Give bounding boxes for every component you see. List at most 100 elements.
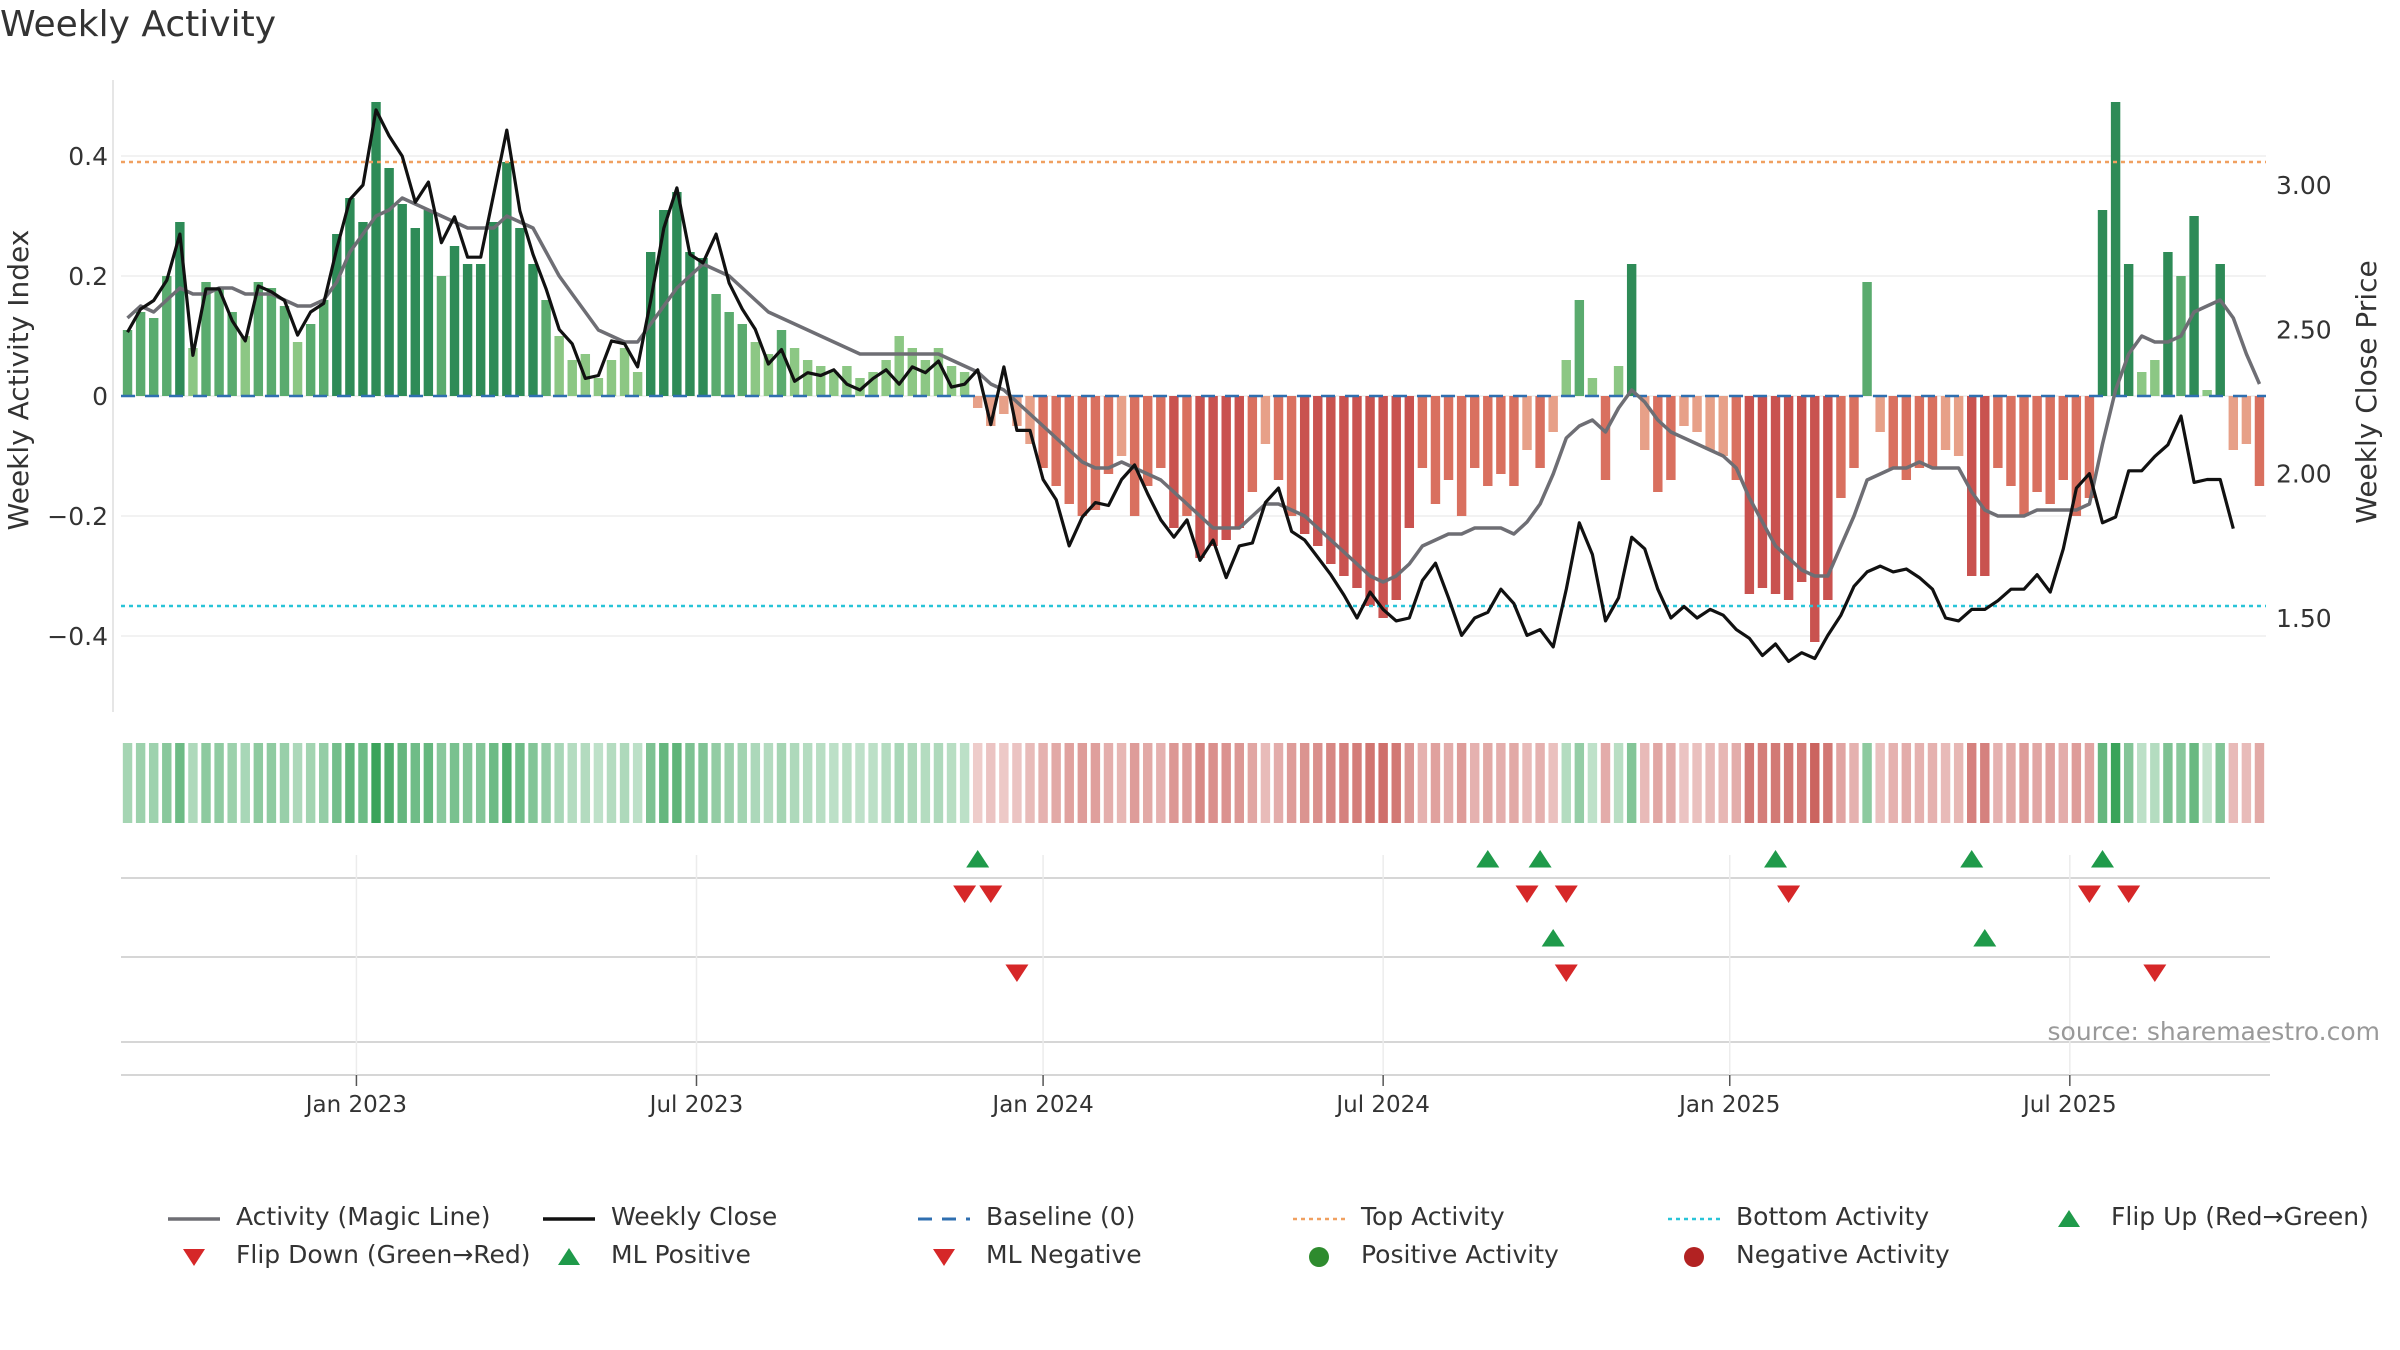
heat-cell xyxy=(672,743,682,823)
activity-bar xyxy=(332,234,342,396)
heat-cell xyxy=(1195,743,1205,823)
y-tick-label-right: 1.50 xyxy=(2276,604,2332,633)
activity-bar xyxy=(1640,396,1650,450)
heat-cell xyxy=(1077,743,1088,823)
activity-bar xyxy=(253,282,264,396)
heat-cell xyxy=(1417,743,1428,823)
activity-bar xyxy=(606,360,617,396)
heat-cell xyxy=(789,743,800,823)
heat-cell xyxy=(2137,743,2147,823)
activity-bar xyxy=(619,348,630,396)
heat-cell xyxy=(1090,743,1101,823)
heat-cell xyxy=(1509,743,1519,823)
heat-cell xyxy=(122,743,133,823)
activity-bar xyxy=(1770,396,1781,594)
legend-label: Positive Activity xyxy=(1361,1240,1559,1269)
axes: 0.4 0.2 0 −0.2 −0.4 3.00 2.50 2.00 1.50 xyxy=(47,80,2332,712)
activity-bar xyxy=(802,360,813,396)
heat-cell xyxy=(894,743,904,823)
flip-down-marker xyxy=(2077,885,2101,903)
activity-bar xyxy=(1483,396,1493,486)
flip-down-marker xyxy=(1554,885,1578,903)
heat-cell xyxy=(1783,743,1794,823)
heat-cell xyxy=(1051,743,1061,823)
heat-cell xyxy=(1810,743,1820,823)
series-lines xyxy=(126,108,2262,664)
activity-bar xyxy=(1025,396,1035,444)
flip-down-marker xyxy=(2117,885,2141,903)
activity-bar xyxy=(2058,396,2068,480)
heat-cell xyxy=(972,743,983,823)
activity-bar xyxy=(201,282,211,396)
activity-bar xyxy=(1365,396,1375,606)
y-tick-label-left: −0.4 xyxy=(47,622,108,651)
activity-bar xyxy=(489,222,499,396)
heat-cell xyxy=(907,743,918,823)
activity-bar xyxy=(266,288,277,396)
activity-bar xyxy=(1469,396,1480,468)
y-axis-label-left: Weekly Activity Index xyxy=(2,230,35,531)
activity-bar xyxy=(2254,396,2265,486)
activity-bar xyxy=(345,198,355,396)
activity-bar xyxy=(2241,396,2252,444)
activity-bar xyxy=(2228,396,2239,450)
activity-bar xyxy=(2189,216,2199,396)
legend-symbol-dot-cyan xyxy=(1668,1217,1720,1221)
activity-bar xyxy=(2150,360,2160,396)
legend-symbol-triangle-up-green xyxy=(558,1248,580,1265)
ml-negative-marker xyxy=(1554,964,1578,982)
heat-cell xyxy=(1156,743,1166,823)
heat-cell xyxy=(1234,743,1244,823)
y-tick-label-left: 0.4 xyxy=(68,142,108,171)
activity-bar xyxy=(305,324,316,396)
activity-bar xyxy=(1260,396,1271,444)
heat-cell xyxy=(659,743,669,823)
activity-bar xyxy=(1849,396,1859,468)
activity-bar xyxy=(515,228,525,396)
heat-cell xyxy=(1456,743,1467,823)
heat-cell xyxy=(1940,743,1951,823)
activity-bar xyxy=(1967,396,1977,576)
heat-cell xyxy=(829,743,839,823)
heat-cell xyxy=(724,743,734,823)
heat-cell xyxy=(2019,743,2029,823)
heat-cell xyxy=(1980,743,1990,823)
activity-bar xyxy=(672,192,682,396)
activity-bar xyxy=(188,348,198,396)
activity-bar xyxy=(868,372,878,396)
ml-negative-marker xyxy=(2143,964,2167,982)
heat-cell xyxy=(554,743,564,823)
activity-bar xyxy=(1169,396,1179,528)
activity-bar xyxy=(2097,210,2108,396)
y-tick-label-right: 2.00 xyxy=(2276,460,2332,489)
heat-cell xyxy=(436,743,447,823)
heat-cell xyxy=(2254,743,2265,823)
activity-bar xyxy=(894,336,904,396)
activity-bar xyxy=(2202,390,2212,396)
activity-bar xyxy=(1836,396,1846,498)
heat-cell xyxy=(1483,743,1493,823)
heat-cell xyxy=(1430,743,1441,823)
heat-cell xyxy=(175,743,185,823)
flip-up-marker xyxy=(1476,850,1500,868)
heat-cell xyxy=(1967,743,1977,823)
heat-cell xyxy=(1679,743,1689,823)
flip-up-marker xyxy=(1960,850,1984,868)
activity-bar xyxy=(1195,396,1205,558)
activity-bar xyxy=(397,204,407,396)
activity-bar xyxy=(1692,396,1702,432)
activity-bar xyxy=(1901,396,1912,480)
legend-label: ML Negative xyxy=(986,1240,1142,1269)
activity-bar xyxy=(1234,396,1244,528)
heat-cell xyxy=(1901,743,1912,823)
y-axis-label-right: Weekly Close Price xyxy=(2350,260,2383,523)
legend-symbol-triangle-down-red xyxy=(933,1249,955,1266)
heat-cell xyxy=(2163,743,2173,823)
heat-cell xyxy=(410,743,420,823)
legend: Activity (Magic Line) Weekly Close Baselin… xyxy=(160,1200,2400,1290)
x-tick-label: Jul 2024 xyxy=(1334,1092,1430,1118)
heat-cell xyxy=(1731,743,1741,823)
heat-cell xyxy=(619,743,630,823)
heat-cell xyxy=(1574,743,1585,823)
heat-cell xyxy=(1862,743,1872,823)
